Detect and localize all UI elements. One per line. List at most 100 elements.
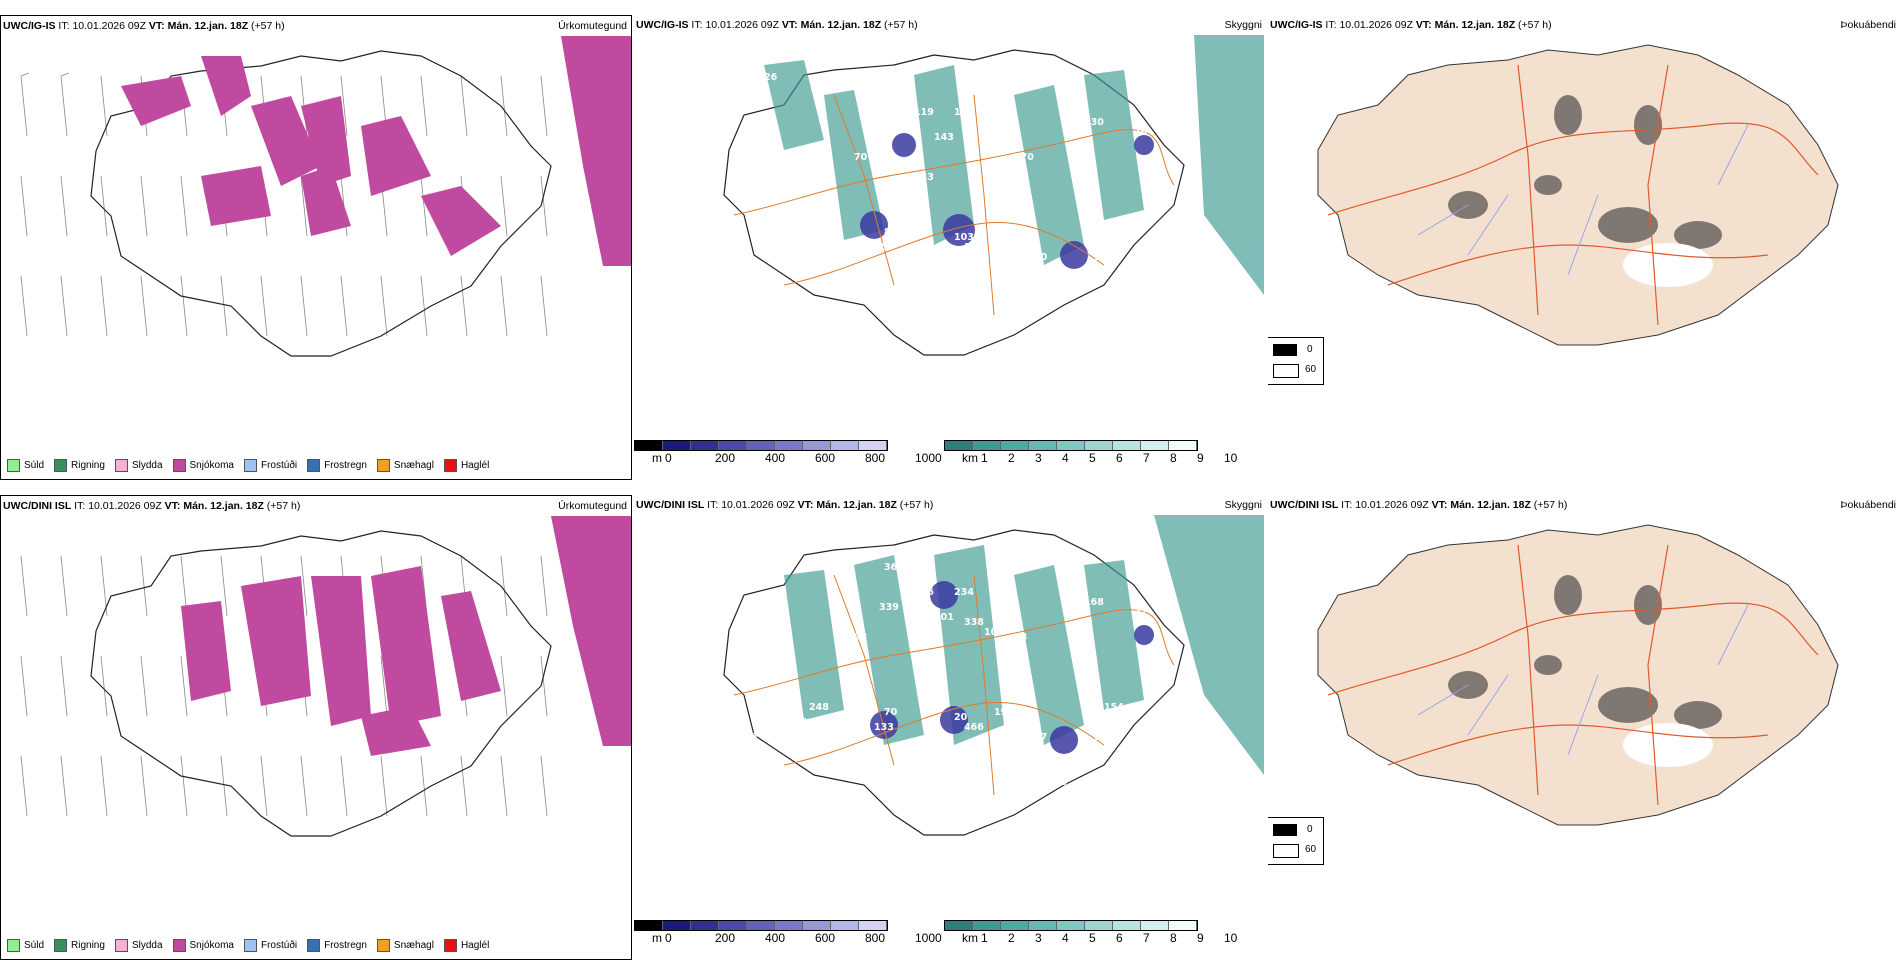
cloud-visibility-panel-row1: UWC/IG-IS IT: 10.01.2026 09Z VT: Mán. 12…	[634, 15, 1266, 480]
cloud-value-label: 257	[994, 227, 1014, 238]
fog-panel-row2: UWC/DINI ISL IT: 10.01.2026 09Z VT: Mán.…	[1268, 495, 1900, 960]
iceland-outline	[723, 529, 1185, 836]
cloud-value-label: 19	[884, 82, 897, 93]
fog-map	[1317, 44, 1839, 346]
rivers	[1417, 124, 1749, 276]
cloud-value-label: 366	[884, 562, 904, 573]
legend-item: Rigning	[54, 458, 105, 472]
visibility-colorbar: km 1 2 3 4 5 6 7 8 9 10	[944, 440, 1237, 465]
cloud-value-label: 338	[964, 617, 984, 628]
visibility-areas	[764, 35, 1264, 295]
visibility-areas	[784, 515, 1264, 775]
cloud-value-label: 76	[1134, 127, 1148, 138]
cloud-value-label: 138	[819, 737, 839, 748]
cloud-value-label: 54	[1119, 747, 1133, 758]
fog-legend: 0 60	[1268, 337, 1324, 385]
it-label: IT:	[58, 20, 70, 32]
cloud-value-label: 73	[1119, 267, 1132, 278]
road-network	[1327, 64, 1819, 326]
legend-item: Frostúði	[243, 458, 297, 472]
cloud-value-label: 339	[879, 602, 899, 613]
cloud-value-label: 88	[884, 227, 898, 238]
panel-title: Úrkomutegund	[558, 20, 627, 32]
cloud-value-label: 198	[994, 707, 1014, 718]
cloud-value-label: 11	[894, 757, 907, 768]
iceland-outline	[723, 49, 1185, 356]
legend-item: Súld	[7, 938, 44, 952]
fog-clear-area	[1623, 723, 1713, 767]
fog-shading	[1448, 95, 1722, 249]
cloud-map: 237 176 366 234 339 338 101 105 93 176 43 168 78 32 19…	[723, 515, 1264, 836]
rivers	[1417, 604, 1749, 756]
fog-shading	[1448, 575, 1722, 729]
cloud-value-label: 43	[1014, 632, 1027, 643]
cloud-value-label: 24	[879, 122, 893, 133]
cloud-value-label: 71	[1104, 222, 1117, 233]
cloud-value-label: 103	[954, 232, 974, 243]
legend-item: Snjókoma	[172, 458, 234, 472]
cloud-value-label: 93	[964, 137, 977, 148]
legend-item: Frostregn	[307, 938, 367, 952]
snow-areas	[121, 36, 631, 266]
cloud-value-label: 73	[1054, 777, 1067, 788]
cloud-value-label: 143	[934, 132, 954, 143]
cloud-value-label: 70	[884, 707, 898, 718]
precip-map	[20, 516, 631, 837]
cloud-value-label: 109	[954, 107, 974, 118]
cloud-visibility-panel-row2: UWC/DINI ISL IT: 10.01.2026 09Z VT: Mán.…	[634, 495, 1266, 960]
cloud-value-label: 233	[914, 172, 934, 183]
cloud-value-label: 96	[744, 732, 758, 743]
panel-title: Þokuábendi	[1840, 19, 1896, 31]
panel-title: Þokuábendi	[1840, 499, 1896, 511]
cloud-value-label: 234	[954, 587, 974, 598]
vt-label: VT:	[148, 20, 165, 32]
cloud-value-label: 237	[764, 552, 784, 563]
cloudbase-areas	[870, 581, 1154, 754]
cloud-value-labels: 26 119 19 109 24 93 143 52 70 233 170 730 101 76 257 10…	[764, 72, 1148, 278]
panel-title: Úrkomutegund	[558, 500, 627, 512]
model-name: UWC/IG-IS	[3, 20, 56, 32]
precip-type-panel-row2: UWC/DINI ISL IT: 10.01.2026 09Z VT: Mán.…	[0, 495, 632, 960]
cloud-value-label: 97	[1034, 732, 1047, 743]
legend-item: Snæhagl	[376, 458, 434, 472]
legend-item: Haglél	[443, 458, 489, 472]
cloudbase-colorbar: m 0 200 400 600 800 1000	[634, 440, 942, 465]
fog-legend: 0 60	[1268, 817, 1324, 865]
snow-areas	[181, 516, 631, 756]
fog-clear-area	[1623, 243, 1713, 287]
cloud-value-label: 133	[874, 722, 894, 733]
road-network	[733, 574, 1175, 796]
legend-item: Frostregn	[307, 458, 367, 472]
cloudbase-colorbar: m 0 200 400 600 800 1000	[634, 920, 942, 945]
cloud-value-label: 26	[764, 72, 778, 83]
panel-title: Skyggni	[1224, 499, 1262, 511]
panel-title: Skyggni	[1224, 19, 1262, 31]
cloud-value-label: 181	[994, 252, 1014, 263]
it-value: 10.01.2026 09Z	[72, 20, 146, 32]
cloud-value-label: 730	[1084, 117, 1104, 128]
panel-header: UWC/IG-IS IT: 10.01.2026 09Z VT: Mán. 12…	[1270, 19, 1896, 31]
panel-header: UWC/IG-IS IT: 10.01.2026 09Z VT: Mán. 12…	[3, 20, 627, 36]
cloud-value-label: 13	[819, 257, 832, 268]
road-network	[733, 94, 1175, 316]
precip-type-panel-row1: UWC/IG-IS IT: 10.01.2026 09Z VT: Mán. 12…	[0, 15, 632, 480]
iceland-outline	[90, 50, 552, 357]
cloud-value-label: 119	[914, 107, 934, 118]
fog-panel-row1: UWC/IG-IS IT: 10.01.2026 09Z VT: Mán. 12…	[1268, 15, 1900, 480]
fog-map	[1317, 524, 1839, 826]
precip-legend: Súld Rigning Slydda Snjókoma Frostúði Fr…	[7, 937, 489, 953]
cloud-value-label: 116	[1094, 732, 1114, 743]
cloud-value-label: 78	[1014, 682, 1028, 693]
cloud-value-label: 170	[1014, 152, 1034, 163]
cloud-value-label: 105	[984, 627, 1004, 638]
cloud-value-labels: 237 176 366 234 339 338 101 105 93 176 43 168 78 32 19…	[744, 552, 1147, 788]
cloud-value-label: 52	[984, 147, 997, 158]
cloud-value-label: 488	[994, 732, 1014, 743]
legend-item: Slydda	[114, 458, 163, 472]
cloud-value-label: 466	[964, 722, 984, 733]
cloud-value-label: 176	[914, 587, 934, 598]
cloud-value-label: 32	[1134, 607, 1147, 618]
cloud-value-label: 116	[829, 722, 849, 733]
cloud-value-label: 176	[914, 652, 934, 663]
cloud-value-label: 65	[874, 242, 887, 253]
